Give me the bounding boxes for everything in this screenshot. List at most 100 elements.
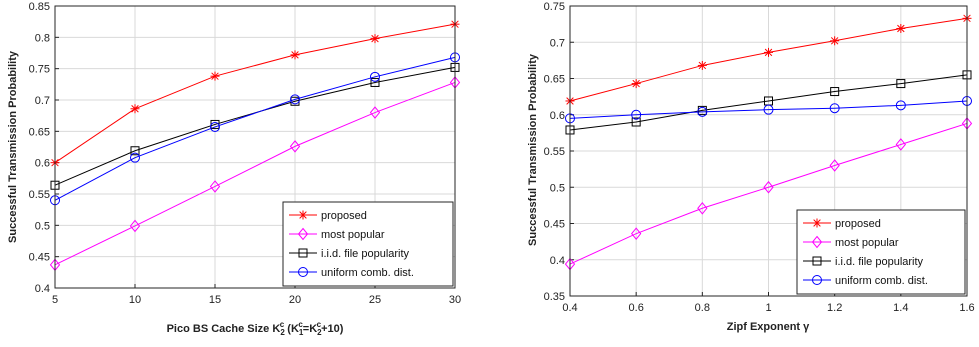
data-point-circle — [829, 103, 840, 114]
data-point-circle — [290, 94, 300, 105]
y-tick-label: 0.55 — [544, 146, 565, 158]
y-tick-label: 0.85 — [29, 1, 50, 13]
chart-right: 0.4 0.6 0.8 1 1.2 1.4 1.60.350.40.450.50.550.6… — [527, 1, 975, 333]
x-tick-label: 1.4 — [893, 302, 908, 314]
data-point-star — [697, 60, 707, 70]
y-tick-label: 0.5 — [550, 182, 565, 194]
data-point-star — [130, 104, 140, 114]
legend-marker-square — [812, 256, 822, 266]
x-tick-label: 25 — [369, 294, 381, 306]
data-point-diamond — [631, 227, 642, 240]
legend-label: uniform comb. dist. — [835, 275, 928, 287]
y-tick-label: 0.7 — [550, 37, 565, 49]
data-point-diamond — [763, 180, 774, 194]
series-line-star — [54, 23, 456, 164]
data-point-square — [370, 77, 380, 87]
data-point-circle — [210, 121, 220, 132]
data-point-diamond — [697, 201, 708, 215]
series-line-square — [569, 74, 968, 131]
y-tick-label: 0.8 — [35, 32, 50, 44]
series-line-circle — [54, 56, 456, 201]
x-tick-label: 5 — [52, 294, 58, 306]
y-tick-label: 0.4 — [550, 255, 565, 267]
data-point-star — [830, 36, 840, 46]
y-tick-label: 0.65 — [544, 74, 565, 86]
legend-marker-star — [812, 218, 822, 228]
x-tick-label: 0.4 — [562, 302, 577, 314]
y-tick-label: 0.5 — [35, 220, 50, 232]
data-point-circle — [697, 106, 708, 117]
legend-right: proposed most popular i.i.d. file populari… — [796, 209, 966, 295]
legend-marker-circle — [812, 275, 822, 285]
y-tick-label: 0.7 — [35, 95, 50, 107]
legend-marker-circle — [298, 267, 308, 277]
y-axis-label-right: Successful Transmission Probability — [527, 53, 539, 246]
legend-label: i.i.d. file popularity — [321, 248, 410, 260]
x-tick-label: 20 — [289, 294, 301, 306]
legend-label: proposed — [835, 218, 881, 230]
x-tick-label: 10 — [129, 294, 141, 306]
data-point-diamond — [289, 140, 301, 153]
data-point-star — [764, 47, 773, 57]
legend-label: most popular — [321, 229, 385, 241]
x-axis-label-right: Zipf Exponent γ — [727, 321, 810, 333]
legend-marker-diamond — [297, 227, 309, 241]
data-point-star — [290, 50, 300, 60]
y-tick-label: 0.4 — [35, 283, 50, 295]
plot-frame — [569, 5, 968, 297]
data-point-circle — [631, 109, 642, 120]
data-point-diamond — [829, 159, 840, 172]
x-tick-label: 15 — [209, 294, 221, 306]
y-tick-label: 0.45 — [544, 219, 565, 231]
data-point-circle — [763, 104, 774, 115]
series-markers-left — [49, 19, 461, 272]
legend-label: uniform comb. dist. — [321, 267, 414, 279]
y-tick-label: 0.65 — [29, 126, 50, 138]
legend-label: i.i.d. file popularity — [835, 256, 924, 268]
data-point-circle — [130, 152, 140, 163]
y-tick-label: 0.45 — [29, 252, 50, 264]
legend-label: most popular — [835, 237, 899, 249]
data-point-diamond — [129, 219, 141, 233]
series-line-circle — [569, 100, 968, 119]
series-line-diamond — [54, 81, 456, 266]
data-point-diamond — [369, 106, 381, 119]
tick-labels-left: 5 10 15 20 25 30 0.4 0.45 0.5 0.55 0.6 0.65 0.7 0.75 0… — [29, 1, 462, 306]
x-tick-label: 1.2 — [827, 302, 842, 314]
data-point-square — [631, 117, 641, 127]
data-point-star — [631, 79, 641, 89]
y-tick-label: 0.35 — [544, 291, 565, 303]
x-tick-label: 1 — [765, 302, 771, 314]
y-tick-label: 0.55 — [29, 189, 50, 201]
tick-labels-right: 0.4 0.6 0.8 1 1.2 1.4 1.60.350.40.450.50.550.6… — [544, 1, 975, 314]
legend-left: proposed most popular i.i.d. file populari… — [282, 201, 454, 287]
legend-label: proposed — [321, 210, 367, 222]
data-point-square — [830, 87, 840, 97]
y-tick-label: 0.75 — [29, 64, 50, 76]
data-point-circle — [895, 100, 906, 111]
data-point-diamond — [209, 180, 221, 193]
x-tick-label: 1.6 — [959, 302, 974, 314]
data-point-square — [896, 79, 906, 89]
chart-left: 5 10 15 20 25 30 0.4 0.45 0.5 0.55 0.6 0.65 0.7 0.75 0… — [7, 1, 461, 337]
y-tick-label: 0.6 — [35, 158, 50, 170]
data-point-square — [130, 146, 140, 156]
data-point-star — [210, 71, 220, 81]
y-axis-label-left: Successful Transmission Probability — [7, 50, 19, 243]
y-tick-label: 0.75 — [544, 1, 565, 13]
data-point-diamond — [895, 138, 906, 151]
x-axis-label-left: Pico BS Cache Size K2c (K1c=K2c+10) — [167, 320, 344, 337]
plot-frame — [54, 5, 456, 289]
legend-marker-star — [298, 210, 308, 220]
data-point-star — [370, 34, 380, 44]
y-tick-label: 0.6 — [550, 110, 565, 122]
series-line-diamond — [569, 122, 968, 265]
legend-marker-square — [298, 248, 308, 258]
series-lines-left — [54, 23, 456, 266]
x-tick-label: 0.8 — [695, 302, 710, 314]
data-point-circle — [370, 71, 380, 82]
x-tick-label: 0.6 — [629, 302, 644, 314]
x-tick-label: 30 — [449, 294, 461, 306]
legend-marker-diamond — [811, 235, 823, 249]
